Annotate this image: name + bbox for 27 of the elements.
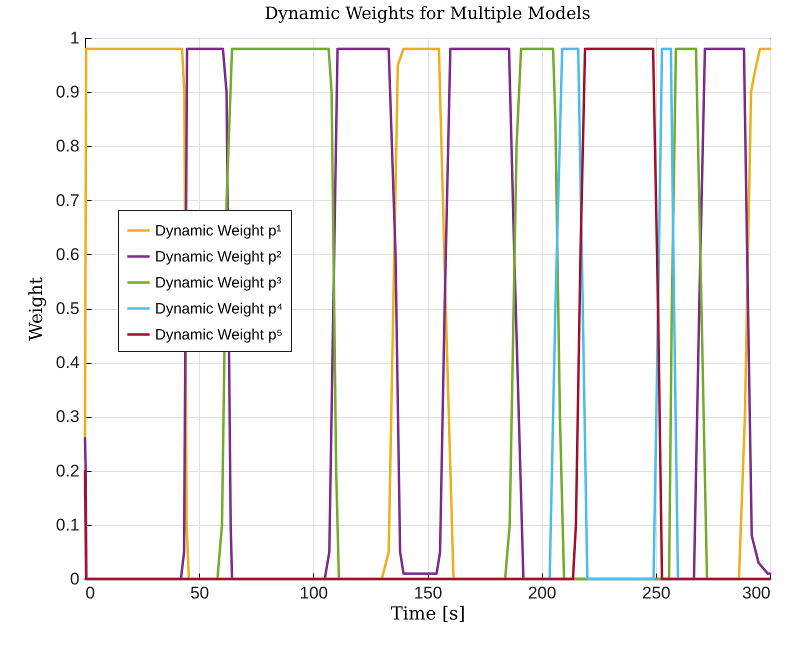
y-tick-label: 0.8 xyxy=(56,136,80,156)
y-tick-label: 0.5 xyxy=(56,299,80,318)
legend-label: Dynamic Weight p³ xyxy=(155,274,282,292)
y-tick-label: 0.2 xyxy=(56,461,80,480)
x-tick-label: 300 xyxy=(742,584,770,602)
legend-label: Dynamic Weight p⁴ xyxy=(155,300,283,318)
x-tick-label: 250 xyxy=(642,584,671,602)
legend-label: Dynamic Weight p¹ xyxy=(155,222,282,240)
line-series xyxy=(84,48,772,580)
legend-label: Dynamic Weight p⁵ xyxy=(155,326,283,344)
y-tick-label: 0.6 xyxy=(56,244,80,264)
x-tick-label: 50 xyxy=(190,584,210,602)
chart-title: Dynamic Weights for Multiple Models xyxy=(264,4,590,24)
y-axis-title: Weight xyxy=(26,276,47,341)
y-tick-label: 1 xyxy=(70,28,80,48)
x-tick-label: 150 xyxy=(414,584,442,602)
y-tick-label: 0 xyxy=(70,570,80,588)
x-tick-label: 100 xyxy=(300,584,328,602)
x-axis-title: Time [s] xyxy=(390,604,466,624)
y-tick-label: 0.1 xyxy=(56,515,80,534)
x-tick-label: 0 xyxy=(86,584,95,602)
legend-label: Dynamic Weight p² xyxy=(155,248,282,266)
y-tick-label: 0.4 xyxy=(56,353,80,372)
y-tick-label: 0.7 xyxy=(56,190,80,210)
x-tick-label: 200 xyxy=(528,584,556,602)
y-tick-label: 0.9 xyxy=(56,82,80,102)
y-tick-label: 0.3 xyxy=(56,407,80,426)
